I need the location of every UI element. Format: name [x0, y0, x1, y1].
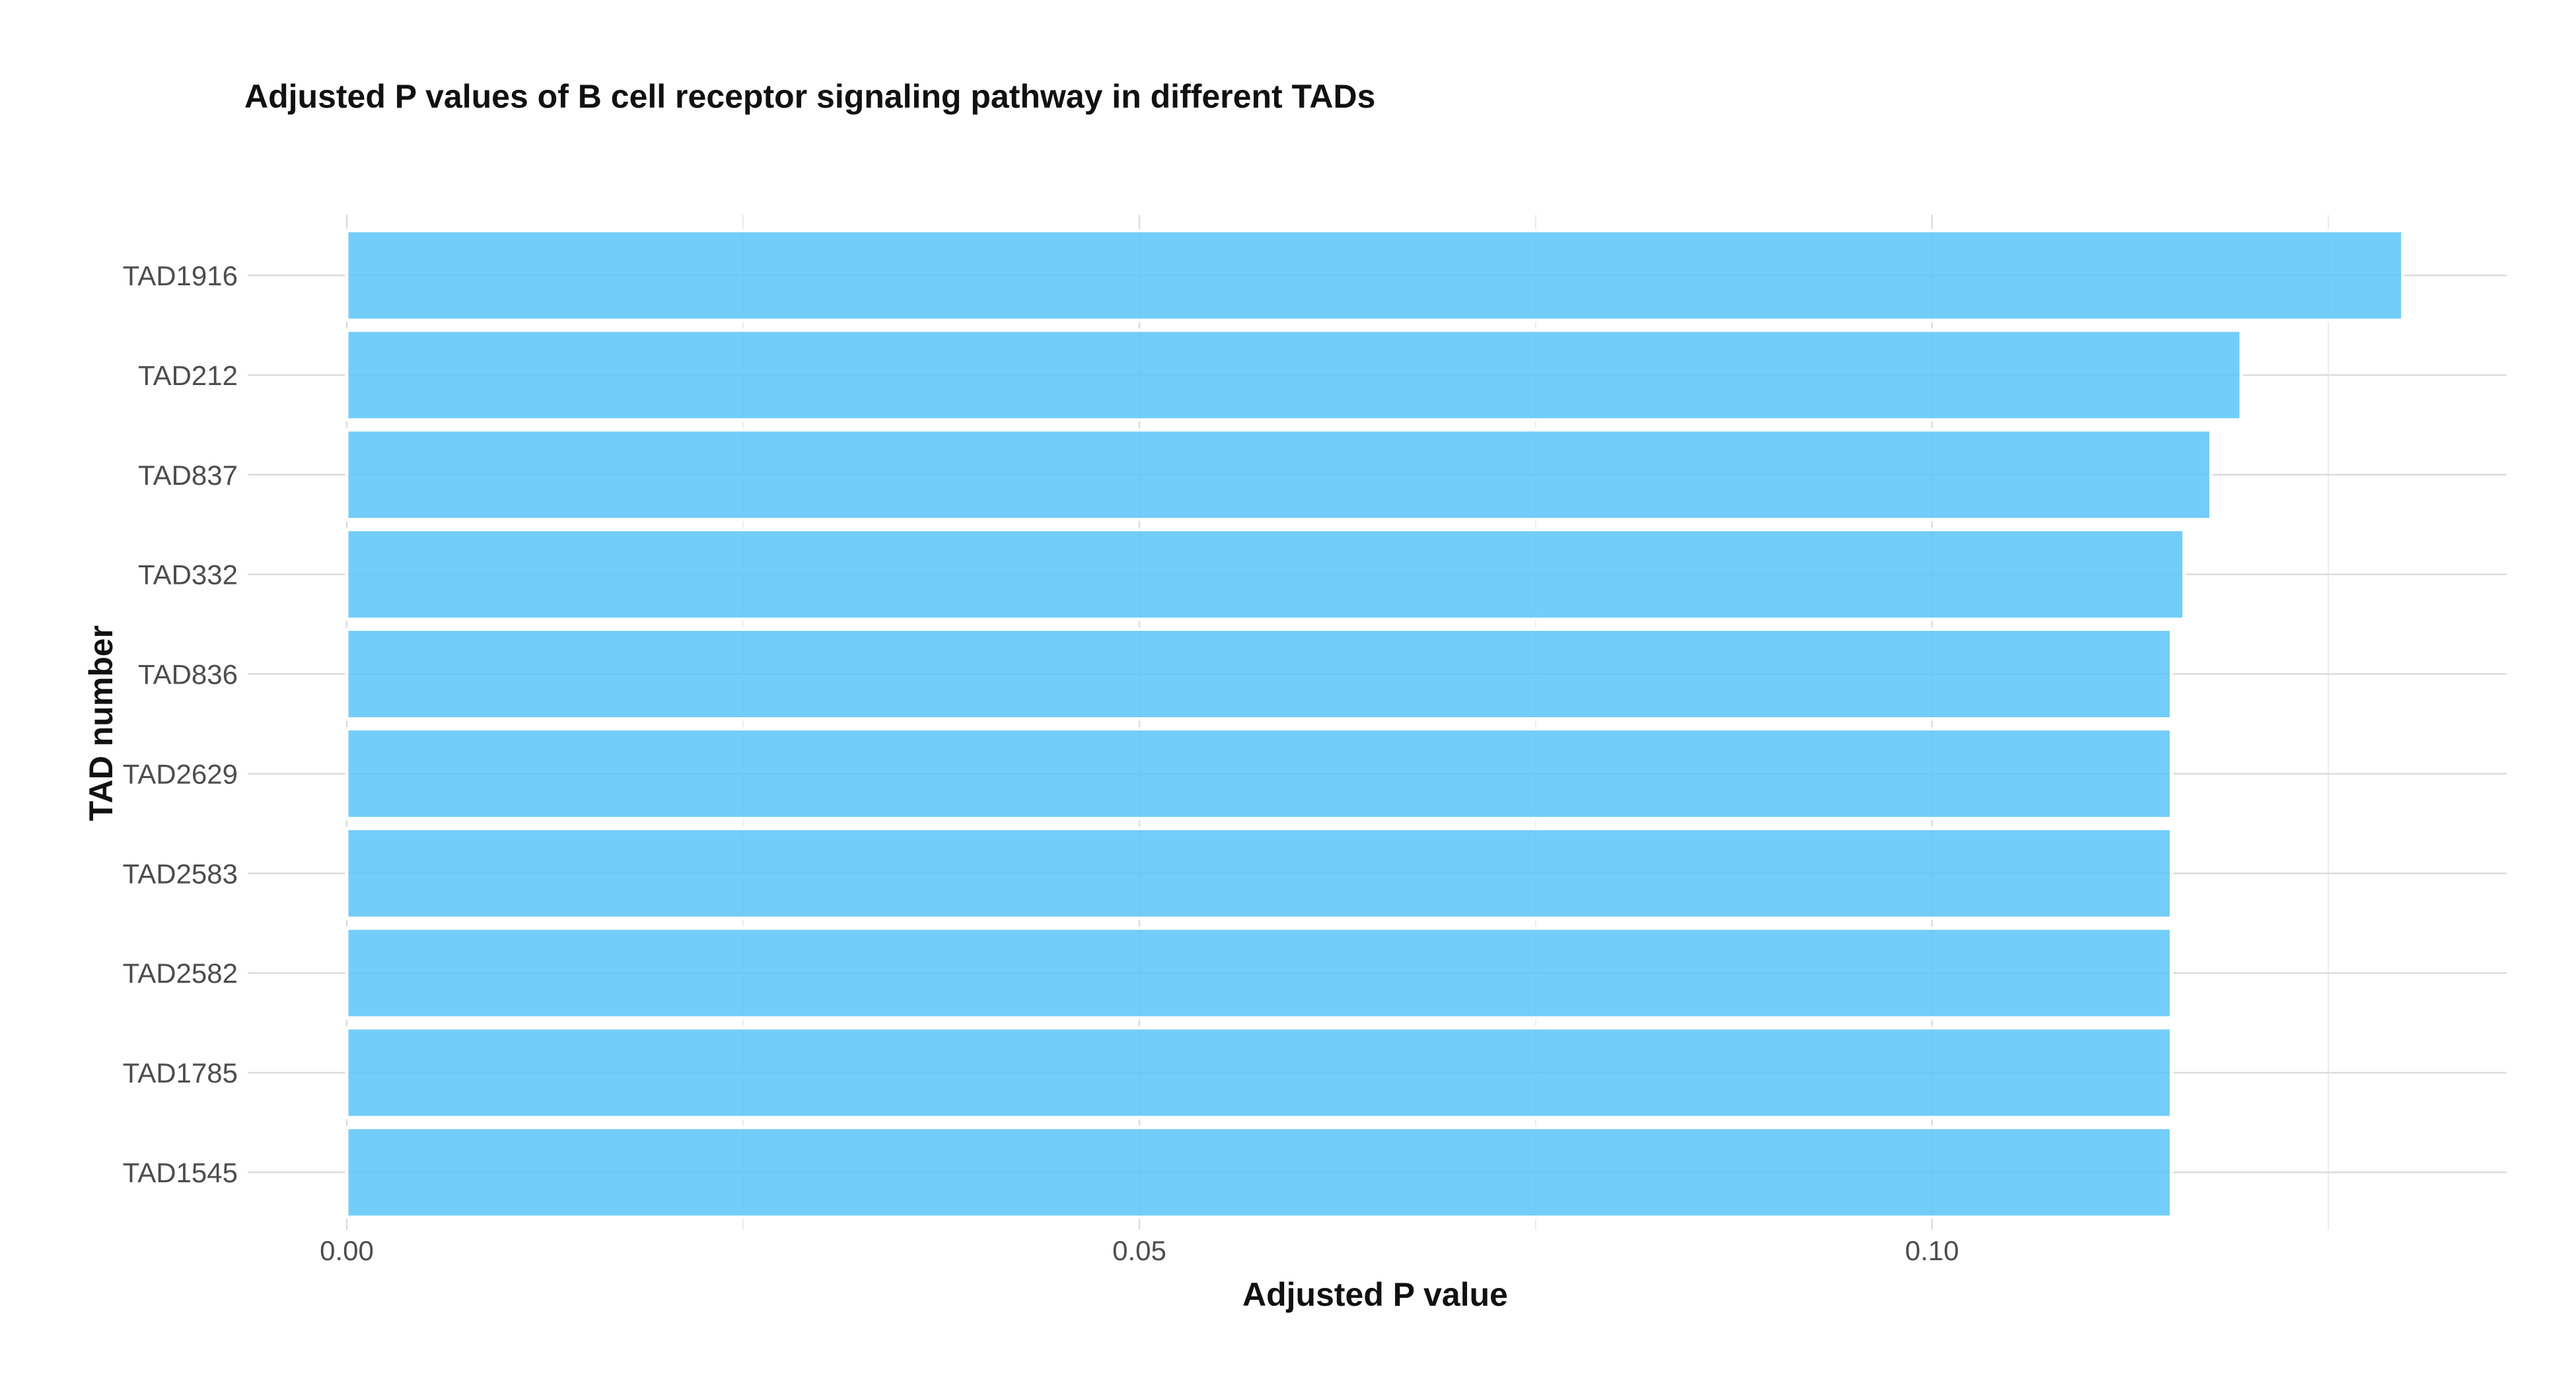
bar-tad2582 [345, 926, 2173, 1020]
bar-tad332 [345, 528, 2186, 622]
y-tick-labels: TAD1916 TAD212 TAD837 TAD332 TAD836 TAD2629 TA… [123, 260, 238, 1188]
x-tick-label: 0.00 [320, 1235, 374, 1266]
y-tick-label: TAD2583 [123, 858, 238, 889]
x-tick-label: 0.05 [1112, 1235, 1166, 1266]
y-tick-label: TAD836 [138, 659, 238, 690]
bar-tad2583 [345, 826, 2173, 920]
bar-tad1785 [345, 1026, 2173, 1120]
bar-tad1916 [345, 229, 2405, 322]
chart-title: Adjusted P values of B cell receptor sig… [244, 78, 1375, 115]
x-tick-label: 0.10 [1905, 1235, 1959, 1266]
x-tick-labels: 0.00 0.05 0.10 [320, 1235, 1959, 1266]
y-tick-label: TAD2582 [123, 958, 238, 989]
bar-tad212 [345, 328, 2243, 422]
y-tick-label: TAD1916 [123, 260, 238, 291]
y-tick-label: TAD1545 [123, 1157, 238, 1188]
bar-tad1545 [345, 1125, 2173, 1219]
y-tick-label: TAD332 [138, 559, 238, 590]
x-axis-title: Adjusted P value [1242, 1276, 1508, 1313]
bar-tad836 [345, 627, 2173, 721]
bars [345, 229, 2405, 1219]
bar-tad837 [345, 428, 2213, 522]
bar-tad2629 [345, 727, 2173, 820]
y-tick-label: TAD212 [138, 360, 238, 391]
y-axis-title: TAD number [83, 625, 120, 821]
y-tick-label: TAD837 [138, 460, 238, 491]
y-tick-label: TAD2629 [123, 758, 238, 789]
y-tick-label: TAD1785 [123, 1057, 238, 1088]
